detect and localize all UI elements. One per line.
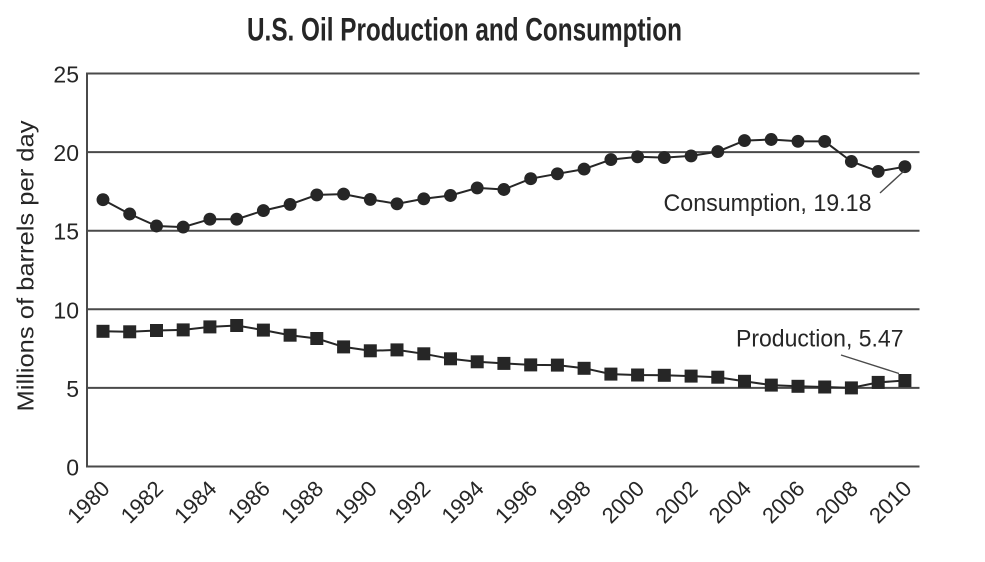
svg-text:0: 0 xyxy=(66,455,79,481)
svg-text:1990: 1990 xyxy=(330,476,382,528)
svg-text:Millions of barrels per day: Millions of barrels per day xyxy=(13,120,39,412)
svg-text:1984: 1984 xyxy=(169,476,221,528)
svg-text:1992: 1992 xyxy=(383,476,435,528)
svg-text:Consumption, 19.18: Consumption, 19.18 xyxy=(664,190,872,217)
svg-text:Production, 5.47: Production, 5.47 xyxy=(736,326,904,353)
svg-text:1986: 1986 xyxy=(223,476,275,528)
svg-text:20: 20 xyxy=(53,140,79,166)
svg-text:1994: 1994 xyxy=(436,476,488,528)
svg-text:2004: 2004 xyxy=(704,476,756,528)
svg-text:1982: 1982 xyxy=(116,476,168,528)
svg-text:25: 25 xyxy=(53,62,79,88)
svg-text:U.S. Oil Production and Consum: U.S. Oil Production and Consumption xyxy=(247,12,682,48)
svg-text:2008: 2008 xyxy=(811,476,863,528)
svg-text:2010: 2010 xyxy=(864,476,916,528)
svg-text:2002: 2002 xyxy=(650,476,702,528)
svg-text:1996: 1996 xyxy=(490,476,542,528)
svg-text:15: 15 xyxy=(53,219,79,245)
svg-text:1980: 1980 xyxy=(62,476,114,528)
svg-text:2006: 2006 xyxy=(757,476,809,528)
svg-text:1998: 1998 xyxy=(543,476,595,528)
svg-text:1988: 1988 xyxy=(276,476,328,528)
svg-text:2000: 2000 xyxy=(597,476,649,528)
svg-text:10: 10 xyxy=(53,297,79,323)
svg-text:5: 5 xyxy=(66,376,79,402)
